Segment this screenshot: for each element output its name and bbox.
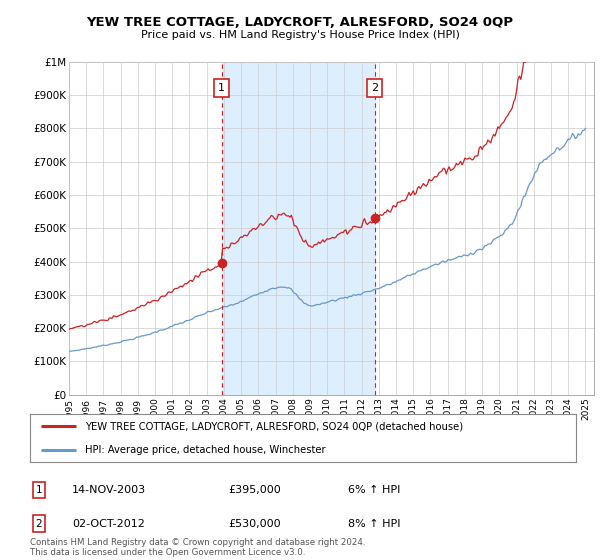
Text: 14-NOV-2003: 14-NOV-2003 xyxy=(72,485,146,495)
Bar xyxy=(221,62,374,395)
Text: YEW TREE COTTAGE, LADYCROFT, ALRESFORD, SO24 0QP: YEW TREE COTTAGE, LADYCROFT, ALRESFORD, … xyxy=(86,16,514,29)
Text: 1: 1 xyxy=(35,485,43,495)
Text: £395,000: £395,000 xyxy=(228,485,281,495)
Text: 2: 2 xyxy=(35,519,43,529)
Text: 1: 1 xyxy=(218,83,225,94)
Text: HPI: Average price, detached house, Winchester: HPI: Average price, detached house, Winc… xyxy=(85,445,325,455)
Text: 02-OCT-2012: 02-OCT-2012 xyxy=(72,519,145,529)
Text: YEW TREE COTTAGE, LADYCROFT, ALRESFORD, SO24 0QP (detached house): YEW TREE COTTAGE, LADYCROFT, ALRESFORD, … xyxy=(85,421,463,431)
Text: 2: 2 xyxy=(371,83,378,94)
Text: 6% ↑ HPI: 6% ↑ HPI xyxy=(348,485,400,495)
Text: £530,000: £530,000 xyxy=(228,519,281,529)
Text: Contains HM Land Registry data © Crown copyright and database right 2024.
This d: Contains HM Land Registry data © Crown c… xyxy=(30,538,365,557)
Text: Price paid vs. HM Land Registry's House Price Index (HPI): Price paid vs. HM Land Registry's House … xyxy=(140,30,460,40)
Text: 8% ↑ HPI: 8% ↑ HPI xyxy=(348,519,401,529)
